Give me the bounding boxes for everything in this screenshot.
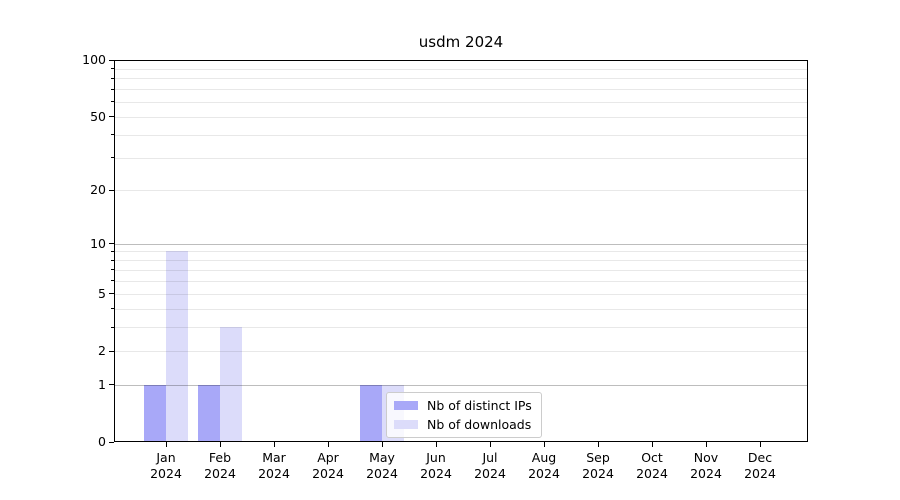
y-tick-mark (109, 441, 114, 443)
legend-label: Nb of downloads (427, 417, 532, 432)
y-tick-mark (109, 384, 114, 386)
x-tick-label: Jul 2024 (474, 450, 506, 481)
x-tick-mark (327, 442, 329, 447)
gridline-10 (114, 243, 808, 245)
gridline-5 (114, 293, 808, 295)
bar-distinct-ips-may (360, 384, 382, 442)
gridline-9 (114, 251, 808, 253)
y-minor-tick-mark (111, 88, 114, 90)
gridline-4 (114, 308, 808, 310)
y-minor-tick-mark (111, 280, 114, 282)
x-tick-mark (219, 442, 221, 447)
x-tick-mark (489, 442, 491, 447)
x-tick-label: Oct 2024 (636, 450, 668, 481)
gridline-8 (114, 260, 808, 262)
bar-downloads-jan (166, 251, 188, 442)
x-tick-label: Feb 2024 (204, 450, 236, 481)
y-tick-label: 10 (90, 235, 106, 251)
gridline-40 (114, 134, 808, 136)
gridline-6 (114, 280, 808, 282)
y-minor-tick-mark (111, 68, 114, 70)
gridline-70 (114, 89, 808, 91)
y-tick-mark (109, 189, 114, 191)
x-tick-mark (381, 442, 383, 447)
x-tick-mark (435, 442, 437, 447)
y-tick-mark (109, 116, 114, 118)
grid-layer (114, 60, 808, 442)
x-tick-mark (597, 442, 599, 447)
x-tick-mark (543, 442, 545, 447)
y-minor-tick-mark (111, 77, 114, 79)
x-tick-mark (705, 442, 707, 447)
gridline-2 (114, 351, 808, 353)
y-tick-mark (109, 243, 114, 245)
y-tick-label: 20 (90, 182, 106, 197)
y-tick-label: 0 (98, 434, 106, 449)
y-tick-mark (109, 350, 114, 352)
y-minor-tick-mark (111, 308, 114, 310)
gridline-30 (114, 157, 808, 159)
gridline-7 (114, 269, 808, 271)
y-tick-label: 100 (82, 52, 106, 67)
y-tick-label: 5 (98, 285, 106, 301)
bar-downloads-feb (220, 327, 242, 442)
gridline-20 (114, 190, 808, 191)
legend: Nb of distinct IPs Nb of downloads (386, 392, 542, 438)
gridline-90 (114, 68, 808, 70)
x-tick-mark (759, 442, 761, 447)
x-tick-label: Aug 2024 (528, 450, 560, 481)
legend-item: Nb of downloads (394, 417, 532, 432)
y-minor-tick-mark (111, 157, 114, 159)
gridline-1 (114, 384, 808, 386)
y-minor-tick-mark (111, 269, 114, 271)
x-tick-mark (651, 442, 653, 447)
x-tick-label: Apr 2024 (312, 450, 344, 481)
y-tick-mark (109, 59, 114, 61)
x-tick-mark (165, 442, 167, 447)
legend-swatch-distinct-ips (394, 401, 418, 410)
y-tick-label: 2 (98, 343, 106, 359)
y-minor-tick-mark (111, 259, 114, 261)
x-tick-label: Jan 2024 (150, 450, 182, 481)
x-tick-mark (273, 442, 275, 447)
gridline-60 (114, 101, 808, 103)
y-minor-tick-mark (111, 250, 114, 252)
gridline-100 (114, 60, 808, 61)
gridline-50 (114, 116, 808, 118)
y-minor-tick-mark (111, 134, 114, 136)
y-tick-label: 1 (98, 376, 106, 392)
gridline-80 (114, 78, 808, 80)
gridline-3 (114, 327, 808, 329)
x-tick-label: Nov 2024 (690, 450, 722, 481)
x-tick-label: May 2024 (366, 450, 398, 481)
legend-label: Nb of distinct IPs (427, 398, 532, 413)
plot-area: Nb of distinct IPs Nb of downloads (114, 60, 808, 442)
y-tick-label: 50 (90, 108, 106, 124)
x-tick-label: Sep 2024 (582, 450, 614, 481)
bar-distinct-ips-jan (144, 384, 166, 442)
legend-item: Nb of distinct IPs (394, 398, 532, 413)
bar-distinct-ips-feb (198, 384, 220, 442)
x-tick-label: Dec 2024 (744, 450, 776, 481)
x-tick-label: Jun 2024 (420, 450, 452, 481)
legend-swatch-downloads (394, 420, 418, 429)
x-tick-label: Mar 2024 (258, 450, 290, 481)
y-minor-tick-mark (111, 326, 114, 328)
y-minor-tick-mark (111, 101, 114, 103)
y-tick-mark (109, 293, 114, 295)
chart-title: usdm 2024 (418, 33, 504, 51)
